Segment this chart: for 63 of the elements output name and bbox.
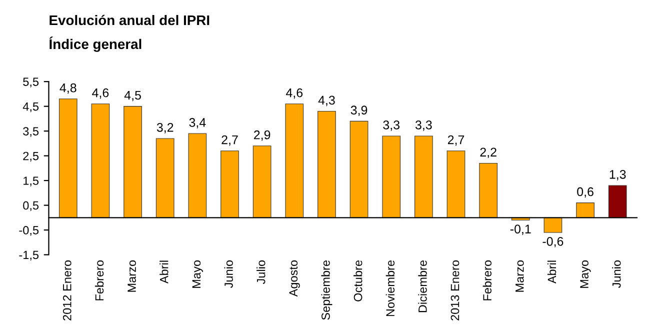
data-label: 3,3 (415, 120, 432, 131)
data-label: 2,2 (480, 148, 496, 158)
data-label: -0,6 (542, 236, 564, 248)
data-label: 4,5 (124, 90, 141, 102)
y-tick-label: -0,5 (19, 226, 39, 236)
x-tick-label: 2012 Enero (62, 260, 72, 320)
x-tick-label: Octubre (354, 260, 362, 302)
bar (188, 133, 207, 218)
bar (252, 146, 272, 218)
bar (479, 162, 498, 218)
x-tick-label: Septiembre (321, 260, 332, 320)
data-label: -0,1 (510, 224, 531, 235)
data-label: 4,3 (318, 96, 335, 106)
x-tick-label: 2013 Enero (450, 260, 460, 320)
x-tick-label: Febrero (482, 260, 492, 300)
x-tick-label: Mayo (192, 260, 203, 288)
data-label: 3,4 (189, 118, 206, 128)
data-label: 3,2 (156, 122, 174, 134)
bar (285, 104, 304, 218)
x-tick-label: Noviembre (386, 260, 395, 316)
y-tick-label: 2,5 (23, 152, 39, 162)
chart-subtitle: Índice general (49, 36, 142, 52)
y-tick-label: -1,5 (19, 250, 39, 261)
data-label: 4,6 (286, 88, 303, 99)
data-label: 4,8 (60, 83, 76, 94)
x-tick-label: Marzo (516, 260, 524, 292)
x-tick-label: Febrero (94, 260, 104, 300)
y-tick-label: 1,5 (24, 176, 39, 186)
bar (318, 110, 336, 218)
data-label: 1,3 (610, 170, 626, 180)
data-label: 2,7 (448, 135, 464, 146)
data-label: 3,3 (383, 120, 400, 131)
y-tick-label: 5,5 (23, 78, 39, 88)
bar (382, 136, 401, 218)
data-label: 2,7 (222, 135, 238, 146)
bar (544, 217, 562, 233)
x-tick-label: Mayo (580, 260, 591, 288)
bar (608, 185, 627, 218)
bar (91, 104, 110, 218)
x-tick-label: Julio (256, 260, 266, 284)
y-tick-label: 0,5 (23, 201, 39, 212)
bar (156, 138, 174, 218)
chart-title: Evolución anual del IPRI (50, 14, 210, 26)
x-tick-label: Diciembre (418, 260, 427, 312)
x-tick-label: Abril (160, 260, 168, 284)
x-tick-label: Agosto (289, 260, 300, 297)
bar (576, 202, 594, 218)
x-tick-label: Junio (612, 260, 621, 288)
y-tick-label: 4,5 (22, 102, 39, 112)
data-label: 4,6 (92, 88, 109, 99)
bar (350, 120, 368, 218)
x-tick-label: Abril (547, 260, 556, 284)
x-tick-label: Junio (224, 260, 233, 288)
bar (220, 150, 239, 218)
bar (414, 136, 433, 218)
y-tick-label: 3,5 (23, 127, 39, 137)
data-label: 0,6 (577, 187, 594, 198)
data-label: 2,9 (254, 130, 270, 141)
bar (58, 98, 78, 218)
bar (124, 106, 142, 218)
bar (446, 150, 466, 218)
x-tick-label: Marzo (128, 260, 136, 292)
data-label: 3,9 (350, 106, 368, 116)
